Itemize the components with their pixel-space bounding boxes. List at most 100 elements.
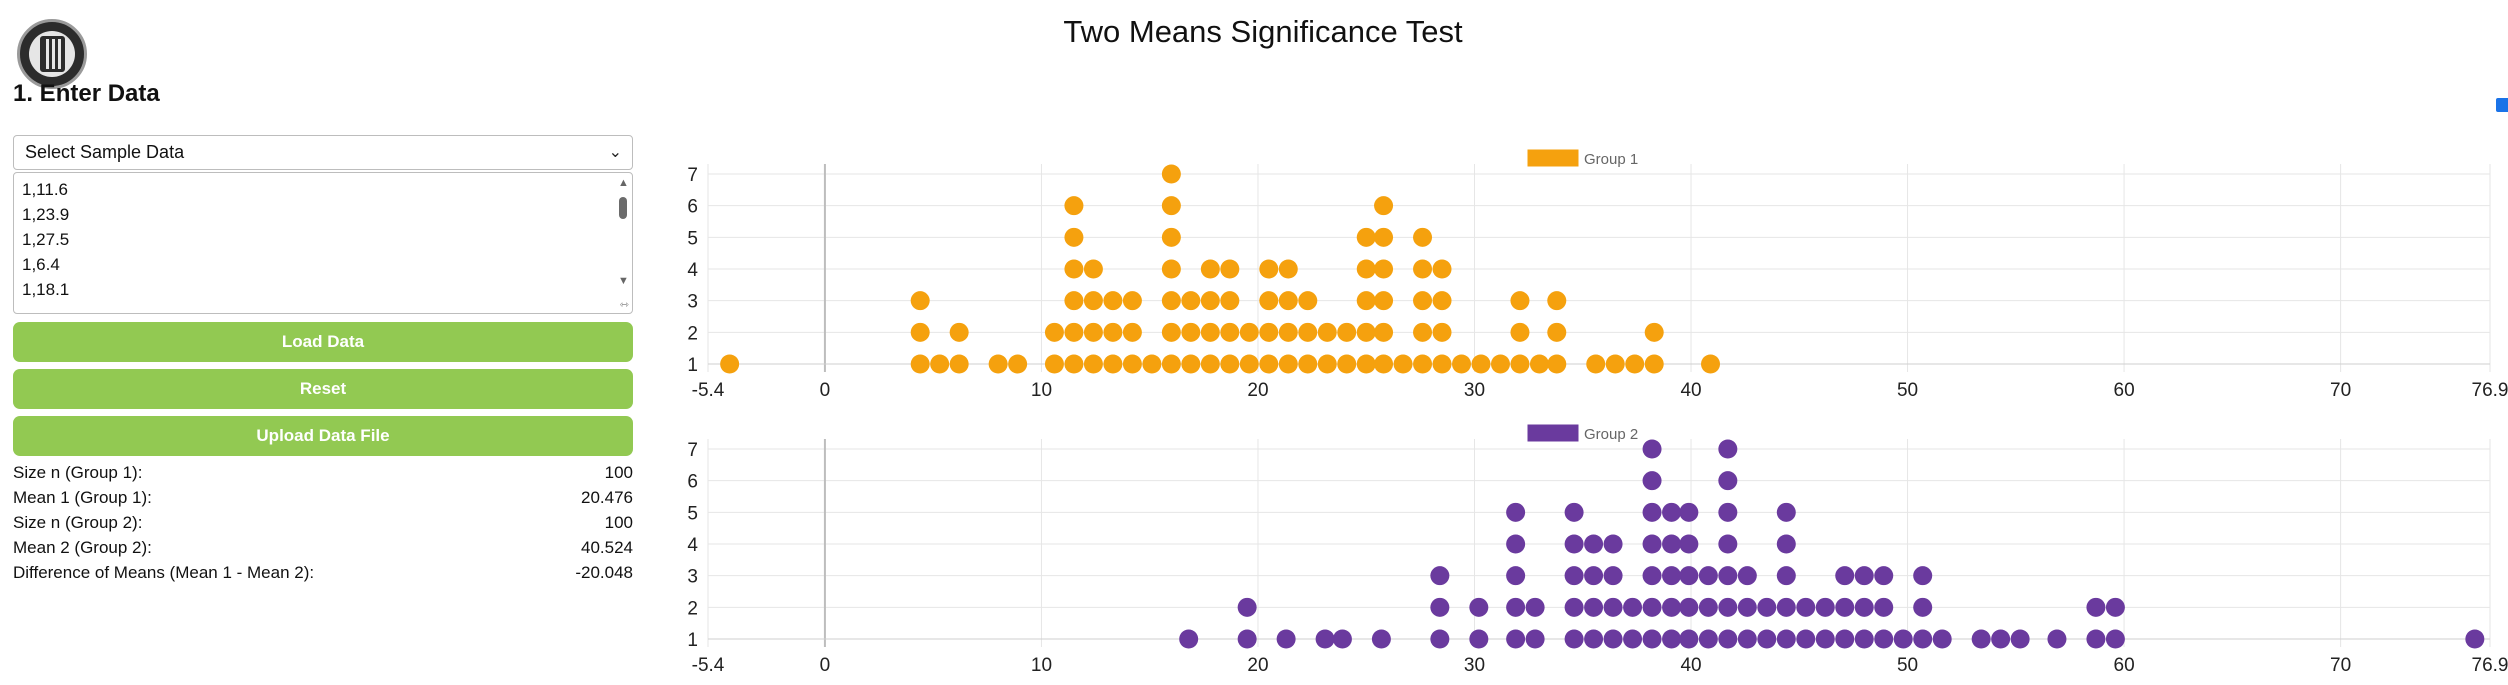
data-point [1510,354,1530,374]
data-point [1161,291,1181,311]
calculator-logo-icon [17,19,87,89]
data-point [1506,502,1526,522]
legend: Group 2 [1527,424,1638,443]
x-tick-label: 30 [1464,380,1485,401]
data-point [1893,629,1913,649]
data-point [1525,597,1545,617]
data-line: 1,18.1 [22,280,70,299]
data-point [1413,354,1433,374]
stat-label: Mean 1 (Group 1): [13,488,152,507]
x-tick-label: 50 [1897,380,1918,401]
data-point [1564,534,1584,554]
x-tick-label: 50 [1897,655,1918,676]
scroll-up-icon[interactable]: ▲ [618,177,629,189]
x-tick-label: -5.4 [692,655,725,676]
data-point [1220,259,1240,279]
data-point [2086,597,2106,617]
load-data-button[interactable]: Load Data [13,322,633,362]
data-point [1913,597,1933,617]
data-point [1008,354,1028,374]
data-point [1835,629,1855,649]
data-point [1584,629,1604,649]
data-point [1239,322,1259,342]
scroll-thumb[interactable] [619,197,627,219]
stat-row-size-1: Size n (Group 1): 100 [13,460,633,485]
data-point [1510,322,1530,342]
data-point [1259,354,1279,374]
data-point [1642,439,1662,459]
scroll-down-icon[interactable]: ▼ [618,275,629,287]
x-tick-label: 76.9 [2472,655,2508,676]
data-point [1430,597,1450,617]
y-tick-label: 3 [687,292,698,313]
data-point [1662,502,1682,522]
data-point [1356,259,1376,279]
data-point [1413,227,1433,247]
data-point [1317,354,1337,374]
y-tick-label: 4 [687,260,698,281]
y-tick-label: 1 [687,355,698,376]
legend-swatch [1527,149,1579,167]
data-point [1276,629,1296,649]
y-tick-label: 6 [687,197,698,218]
group-1-dot-plot: Group 1 1 2 3 4 5 6 7 -5.4 0 10 20 30 40 50 60 70 76.9 [672,138,2508,408]
data-point [1317,322,1337,342]
stat-value: 20.476 [581,488,633,507]
x-tick-label: 10 [1031,380,1052,401]
data-point [1913,566,1933,586]
data-point [1529,354,1549,374]
data-point [720,354,740,374]
data-point [1776,534,1796,554]
data-point [1718,629,1738,649]
data-point [1642,597,1662,617]
data-point [1432,354,1452,374]
data-point [1374,259,1394,279]
data-point [1757,629,1777,649]
legend-swatch [1527,424,1579,442]
data-point [1776,566,1796,586]
stat-row-mean-1: Mean 1 (Group 1): 20.476 [13,485,633,510]
data-point [1332,629,1352,649]
data-point [1371,629,1391,649]
data-point [1662,566,1682,586]
upload-data-file-button[interactable]: Upload Data File [13,416,633,456]
stat-label: Difference of Means (Mean 1 - Mean 2): [13,563,315,582]
data-point [1854,597,1874,617]
data-point [1064,291,1084,311]
chevron-down-icon: ⌄ [608,144,622,161]
data-point [1200,259,1220,279]
data-point [1161,227,1181,247]
data-point [1220,322,1240,342]
sample-data-select-value: Select Sample Data [25,142,185,162]
data-point [910,291,930,311]
resize-grip-icon[interactable]: ⇿ [619,299,629,311]
data-point [1471,354,1491,374]
data-point [1064,322,1084,342]
x-tick-label: 70 [2330,655,2351,676]
stat-row-difference: Difference of Means (Mean 1 - Mean 2): -… [13,560,633,585]
textarea-scrollbar[interactable]: ▲ ▼ [616,175,630,309]
legend: Group 1 [1527,149,1638,168]
data-point [1337,354,1357,374]
settings-checkbox[interactable] [2496,98,2508,112]
data-point [1181,354,1201,374]
reset-button[interactable]: Reset [13,369,633,409]
sample-data-select[interactable]: Select Sample Data ⌄ [13,135,633,170]
data-point [1083,354,1103,374]
data-point [1796,597,1816,617]
data-point [1356,227,1376,247]
data-point [1064,354,1084,374]
data-point [1584,566,1604,586]
data-point [910,322,930,342]
data-point [1452,354,1472,374]
section-title: 1. Enter Data [13,80,160,107]
data-point [1701,354,1721,374]
data-point [1603,629,1623,649]
data-line: 1,23.9 [22,205,70,224]
data-point [1181,322,1201,342]
data-point [1642,629,1662,649]
data-input-textarea[interactable]: 1,11.6 1,23.9 1,27.5 1,6.4 1,18.1 ▲ ▼ ⇿ [13,172,633,314]
data-point [949,322,969,342]
data-point [1623,629,1643,649]
data-point [1642,502,1662,522]
